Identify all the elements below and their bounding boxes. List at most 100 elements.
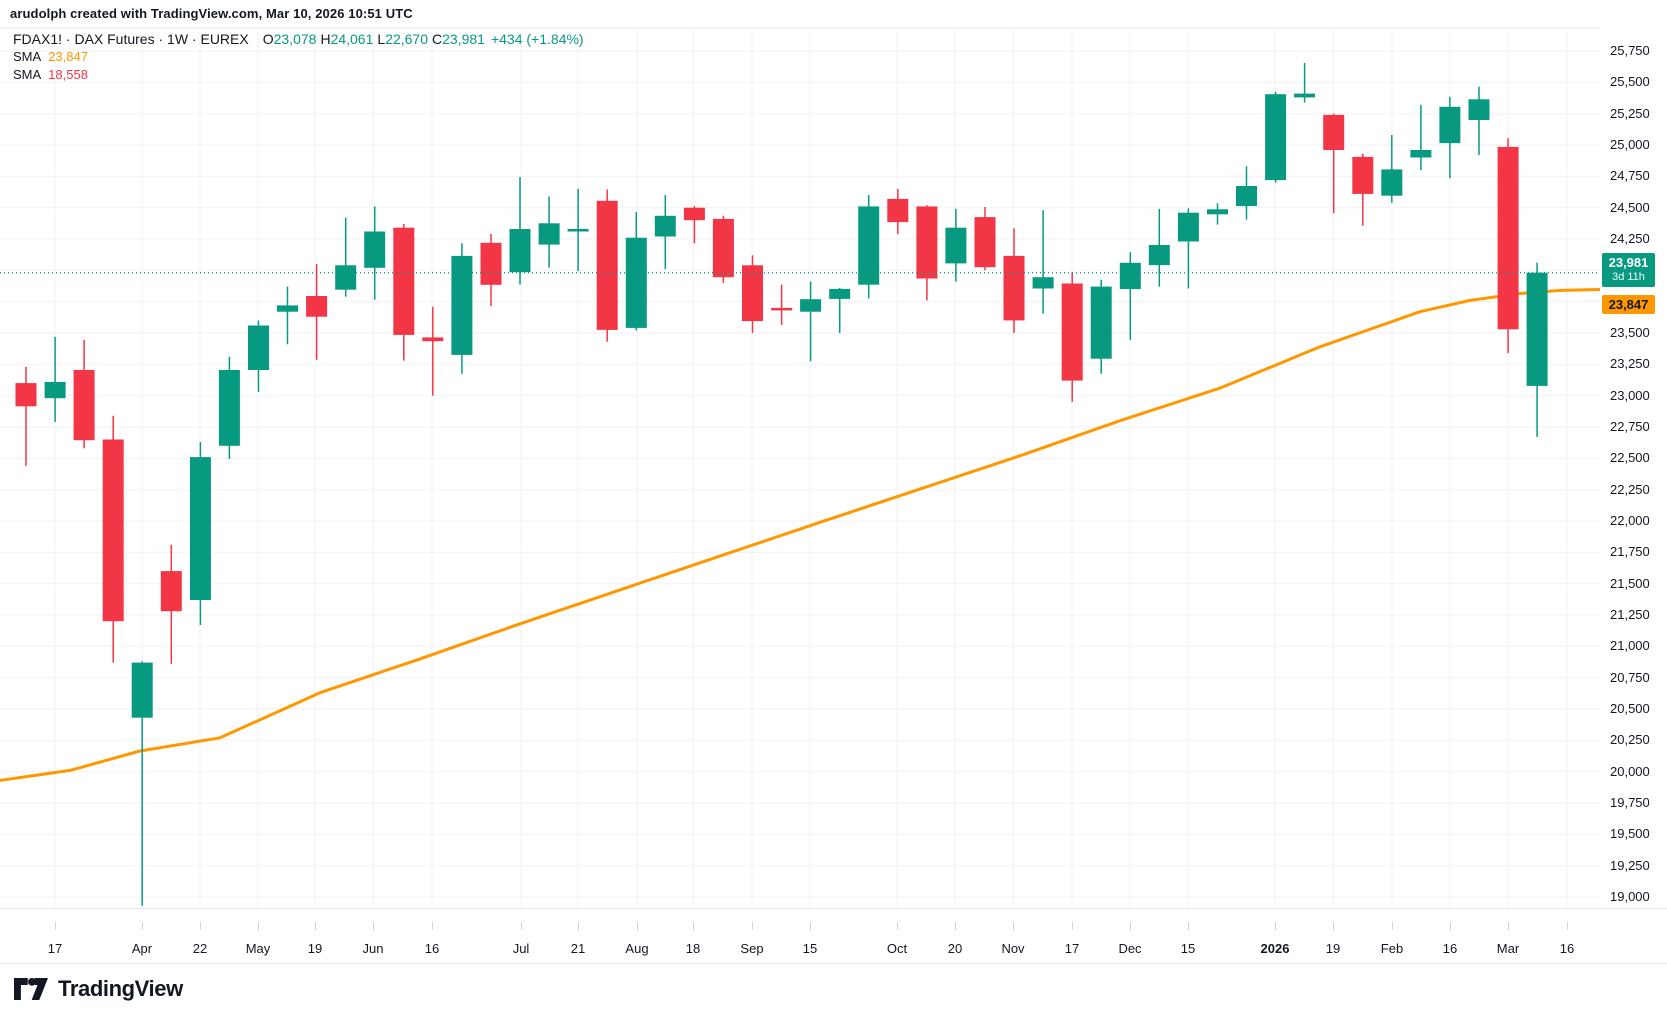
- candle-body[interactable]: [1090, 286, 1112, 359]
- candle-body[interactable]: [306, 296, 328, 317]
- time-axis-label: 21: [570, 941, 586, 956]
- candle-body[interactable]: [160, 571, 182, 612]
- candle-body[interactable]: [480, 242, 502, 285]
- candle-body[interactable]: [451, 255, 473, 355]
- candle-body[interactable]: [1323, 114, 1345, 150]
- time-axis-tick: [200, 922, 201, 930]
- candlestick-chart[interactable]: [0, 0, 1600, 908]
- candle-body[interactable]: [1177, 212, 1199, 242]
- candle-body[interactable]: [15, 383, 37, 407]
- time-axis-tick: [315, 922, 316, 930]
- time-axis-tick: [1450, 922, 1451, 930]
- price-axis-label: 22,750: [1610, 419, 1650, 434]
- candle-body[interactable]: [974, 217, 996, 268]
- candle-body[interactable]: [277, 305, 298, 312]
- candle-body[interactable]: [771, 307, 793, 311]
- candle-body[interactable]: [625, 237, 647, 328]
- time-axis-label: 18: [685, 941, 701, 956]
- candle-body[interactable]: [248, 325, 269, 371]
- candle-body[interactable]: [189, 457, 211, 600]
- candle-body[interactable]: [393, 227, 415, 335]
- candle-body[interactable]: [422, 337, 444, 342]
- candle-body[interactable]: [1497, 146, 1519, 330]
- candle-body[interactable]: [1439, 106, 1461, 144]
- price-axis-label: 20,000: [1610, 764, 1650, 779]
- last-price-badge: 23,981 3d 11h: [1602, 253, 1655, 287]
- price-axis-label: 24,500: [1610, 200, 1650, 215]
- candle-body[interactable]: [800, 299, 822, 312]
- candle-body[interactable]: [102, 439, 124, 622]
- open-label: O: [262, 31, 274, 47]
- time-axis-tick: [1275, 922, 1276, 930]
- time-axis-tick: [578, 922, 579, 930]
- price-axis-label: 23,250: [1610, 356, 1650, 371]
- tradingview-logo[interactable]: TradingView: [14, 976, 183, 1002]
- price-axis-label: 21,250: [1610, 607, 1650, 622]
- time-axis-tick: [1072, 922, 1073, 930]
- legend-sma1-row[interactable]: SMA 23,847: [13, 49, 584, 65]
- candle-body[interactable]: [1294, 93, 1316, 98]
- time-axis-label: Oct: [886, 941, 908, 956]
- candle-body[interactable]: [1032, 277, 1054, 289]
- candle-body[interactable]: [364, 231, 386, 268]
- time-axis-tick: [432, 922, 433, 930]
- sma1-label: SMA: [13, 49, 42, 64]
- candle-body[interactable]: [858, 206, 880, 285]
- candle-body[interactable]: [887, 198, 909, 223]
- candle-body[interactable]: [335, 265, 357, 290]
- candle-body[interactable]: [73, 370, 95, 441]
- candle-body[interactable]: [1119, 262, 1141, 290]
- sma1-value: 23,847: [48, 49, 88, 64]
- sma-line: [0, 288, 1600, 782]
- price-axis-label: 23,500: [1610, 325, 1650, 340]
- candle-body[interactable]: [538, 223, 560, 245]
- change-value: +434 (+1.84%): [490, 31, 584, 47]
- candle-body[interactable]: [1061, 283, 1083, 381]
- candle-body[interactable]: [1207, 209, 1228, 215]
- price-axis-label: 21,750: [1610, 544, 1650, 559]
- candle-body[interactable]: [945, 227, 967, 264]
- candle-body[interactable]: [1148, 245, 1170, 266]
- candle-body[interactable]: [1265, 94, 1287, 181]
- time-axis-tick: [693, 922, 694, 930]
- candle-body[interactable]: [1003, 255, 1025, 321]
- low-value: 22,670: [385, 31, 429, 47]
- price-axis-label: 19,750: [1610, 795, 1650, 810]
- price-axis-label: 22,000: [1610, 513, 1650, 528]
- candle-body[interactable]: [683, 207, 705, 221]
- candle-body[interactable]: [567, 229, 589, 232]
- candle-body[interactable]: [829, 288, 851, 299]
- tradingview-logo-text: TradingView: [58, 976, 183, 1001]
- candle-body[interactable]: [1381, 169, 1403, 196]
- time-axis-tick: [1508, 922, 1509, 930]
- candle-body[interactable]: [1236, 186, 1257, 207]
- time-axis-label: 20: [947, 941, 963, 956]
- time-axis[interactable]: 17 Apr 22 May 19 Jun 16 Jul 21 Aug 18 Sep 15 Oct 20 Nov…: [0, 908, 1667, 964]
- candle-body[interactable]: [509, 229, 531, 273]
- candle-body[interactable]: [1410, 150, 1432, 158]
- close-value: 23,981: [442, 31, 485, 47]
- legend-symbol-row[interactable]: FDAX1! · DAX Futures · 1W · EUREX O23,078…: [13, 31, 584, 47]
- candle-body[interactable]: [1352, 156, 1374, 194]
- price-axis-label: 25,250: [1610, 106, 1650, 121]
- candle-body[interactable]: [742, 265, 763, 322]
- candle-body[interactable]: [1526, 272, 1548, 386]
- candle-body[interactable]: [1468, 99, 1490, 120]
- candle-body[interactable]: [44, 381, 66, 399]
- candle-body[interactable]: [596, 200, 618, 330]
- price-axis-label: 22,500: [1610, 450, 1650, 465]
- last-price-value: 23,981: [1608, 255, 1649, 270]
- price-axis-label: 19,500: [1610, 826, 1650, 841]
- price-axis-label: 25,000: [1610, 137, 1650, 152]
- time-axis-label: 17: [1064, 941, 1080, 956]
- candle-body[interactable]: [131, 662, 153, 718]
- time-axis-tick: [373, 922, 374, 930]
- candle-body[interactable]: [654, 215, 676, 237]
- candle-body[interactable]: [916, 206, 938, 279]
- candle-body[interactable]: [712, 218, 734, 278]
- price-axis[interactable]: 23,981 3d 11h 23,847 25,750 25,500 25,250 2…: [1600, 0, 1667, 962]
- legend-sma2-row[interactable]: SMA 18,558: [13, 67, 584, 83]
- candle-body[interactable]: [218, 370, 240, 446]
- sma2-value: 18,558: [48, 67, 88, 82]
- time-axis-tick: [1333, 922, 1334, 930]
